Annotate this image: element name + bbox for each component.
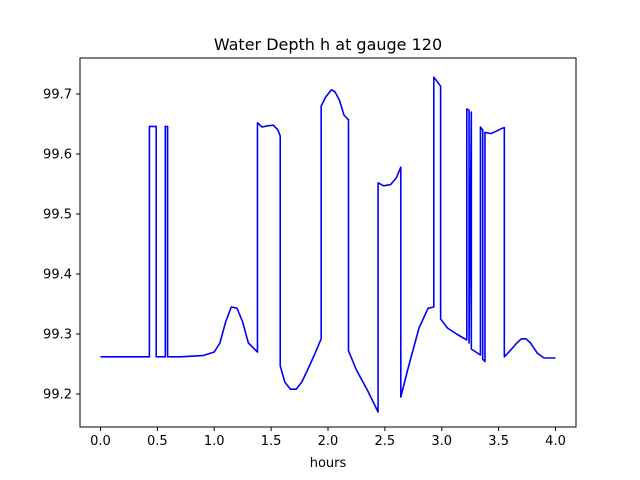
y-tick-label: 99.5: [43, 208, 72, 223]
series-line-water-depth: [100, 76, 556, 413]
x-tick-label: 3.5: [488, 434, 509, 449]
x-tick-label: 2.0: [318, 434, 339, 449]
axes-frame: [79, 57, 577, 428]
x-tick-label: 4.0: [545, 434, 566, 449]
x-tick-label: 1.5: [261, 434, 282, 449]
x-tick-label: 3.0: [431, 434, 452, 449]
y-tick-label: 99.3: [43, 328, 72, 343]
x-tick-label: 1.0: [204, 434, 225, 449]
x-tick-label: 0.5: [147, 434, 168, 449]
chart-title: Water Depth h at gauge 120: [214, 35, 442, 54]
x-tick-label: 0.0: [90, 434, 111, 449]
x-axis-label: hours: [310, 456, 347, 471]
y-axis-ticks: 99.2 99.3 99.4 99.5 99.6 99.7: [43, 88, 80, 403]
y-tick-label: 99.2: [43, 388, 72, 403]
x-axis-ticks: 0.0 0.5 1.0 1.5 2.0 2.5 3.0 3.5 4.0: [90, 427, 566, 449]
y-tick-label: 99.7: [43, 88, 72, 103]
plot-area: [79, 57, 577, 428]
x-tick-label: 2.5: [375, 434, 396, 449]
y-tick-label: 99.4: [43, 268, 72, 283]
y-tick-label: 99.6: [43, 148, 72, 163]
